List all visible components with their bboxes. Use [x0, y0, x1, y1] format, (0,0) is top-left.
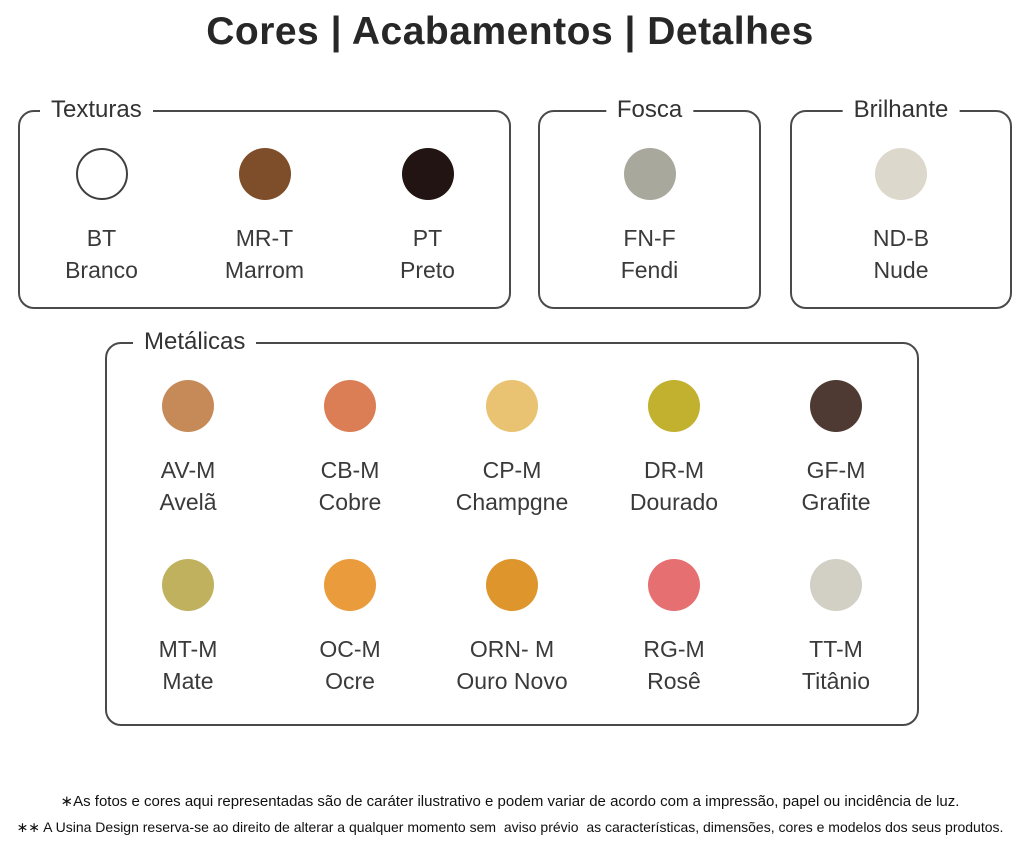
swatch-code: PT — [412, 225, 443, 251]
swatch-code: GF-M — [806, 457, 866, 483]
footnote-rights: ∗∗ A Usina Design reserva-se ao direito … — [16, 819, 1004, 835]
metalicas-swatch-row-1: AV-M Avelã CB-M Cobre CP-M Champgne DR-M… — [107, 344, 917, 518]
swatch-name: Dourado — [629, 489, 719, 515]
swatch-gfm-grafite: GF-M Grafite — [776, 380, 896, 518]
swatch-name: Ocre — [325, 668, 375, 694]
swatch-color-ornm — [486, 559, 538, 611]
swatch-color-ttm — [810, 559, 862, 611]
swatch-avm-avela: AV-M Avelã — [128, 380, 248, 518]
swatch-code: ND-B — [872, 225, 930, 251]
group-box-fosca: Fosca FN-F Fendi — [538, 93, 761, 309]
swatch-mtm-mate: MT-M Mate — [128, 559, 248, 697]
swatch-code: DR-M — [643, 457, 705, 483]
swatch-code: ORN- M — [469, 636, 555, 662]
swatch-name: Avelã — [159, 489, 217, 515]
swatch-name: Mate — [162, 668, 214, 694]
page-title: Cores | Acabamentos | Detalhes — [206, 10, 814, 53]
group-label-texturas: Texturas — [40, 93, 153, 127]
swatch-name: Champgne — [455, 489, 569, 515]
swatch-code: OC-M — [319, 636, 381, 662]
swatch-ttm-titanio: TT-M Titânio — [776, 559, 896, 697]
swatch-name: Preto — [400, 257, 455, 283]
group-label-fosca: Fosca — [605, 93, 694, 127]
group-box-metalicas: Metálicas AV-M Avelã CB-M Cobre CP-M Cha… — [105, 325, 919, 726]
swatch-color-pt — [401, 148, 454, 200]
group-box-texturas: Texturas BT Branco MR-T Marrom PT Preto — [18, 93, 511, 309]
swatch-name: Ouro Novo — [456, 668, 568, 694]
swatch-drm-dourado: DR-M Dourado — [614, 380, 734, 518]
footnote-illustrative: ∗As fotos e cores aqui representadas são… — [60, 793, 960, 810]
swatch-color-bt — [75, 148, 128, 200]
swatch-cpm-champgne: CP-M Champgne — [452, 380, 572, 518]
swatch-code: CP-M — [482, 457, 542, 483]
swatch-name: Branco — [65, 257, 138, 283]
swatch-bt-branco: BT Branco — [42, 148, 162, 286]
swatch-code: TT-M — [809, 636, 863, 662]
swatch-color-ocm — [324, 559, 376, 611]
fosca-swatch-row: FN-F Fendi — [540, 112, 759, 286]
swatch-name: Titânio — [801, 668, 871, 694]
swatch-color-cpm — [486, 380, 538, 432]
swatch-cbm-cobre: CB-M Cobre — [290, 380, 410, 518]
swatch-color-avm — [162, 380, 214, 432]
swatch-color-ndb — [875, 148, 927, 200]
swatch-code: RG-M — [643, 636, 705, 662]
group-box-brilhante: Brilhante ND-B Nude — [790, 93, 1012, 309]
swatch-name: Fendi — [620, 257, 679, 283]
texturas-swatch-row: BT Branco MR-T Marrom PT Preto — [20, 112, 509, 286]
swatch-pt-preto: PT Preto — [368, 148, 488, 286]
swatch-color-cbm — [324, 380, 376, 432]
swatch-rgm-rose: RG-M Rosê — [614, 559, 734, 697]
group-label-brilhante: Brilhante — [842, 93, 960, 127]
swatch-color-fnf — [623, 148, 676, 200]
swatch-color-drm — [648, 380, 700, 432]
swatch-name: Rosê — [647, 668, 701, 694]
swatch-color-mrt — [238, 148, 291, 200]
swatch-ocm-ocre: OC-M Ocre — [290, 559, 410, 697]
swatch-ndb-nude: ND-B Nude — [841, 148, 961, 286]
brilhante-swatch-row: ND-B Nude — [792, 112, 1010, 286]
swatch-ornm-ouro-novo: ORN- M Ouro Novo — [452, 559, 572, 697]
swatch-color-rgm — [648, 559, 700, 611]
swatch-code: BT — [86, 225, 117, 251]
swatch-color-mtm — [162, 559, 214, 611]
swatch-code: FN-F — [623, 225, 676, 251]
swatch-color-gfm — [810, 380, 862, 432]
swatch-mrt-marrom: MR-T Marrom — [205, 148, 325, 286]
swatch-fnf-fendi: FN-F Fendi — [590, 148, 710, 286]
swatch-name: Nude — [873, 257, 929, 283]
group-label-metalicas: Metálicas — [133, 325, 257, 359]
swatch-code: CB-M — [320, 457, 380, 483]
metalicas-swatch-row-2: MT-M Mate OC-M Ocre ORN- M Ouro Novo RG-… — [107, 518, 917, 697]
swatch-code: MT-M — [158, 636, 218, 662]
swatch-name: Marrom — [224, 257, 305, 283]
swatch-name: Cobre — [318, 489, 382, 515]
swatch-code: MR-T — [235, 225, 294, 251]
swatch-name: Grafite — [801, 489, 871, 515]
swatch-code: AV-M — [160, 457, 216, 483]
